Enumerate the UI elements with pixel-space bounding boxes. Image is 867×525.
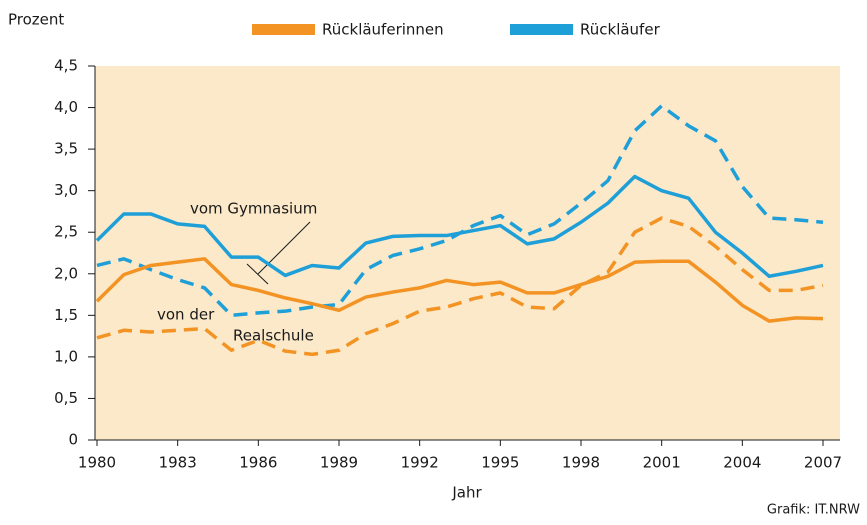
x-tick-label: 2007 [804, 454, 842, 472]
x-tick-label: 2001 [643, 454, 681, 472]
leader-line [246, 263, 269, 285]
y-tick-label: 0,5 [54, 389, 78, 407]
y-tick-label: 2,5 [54, 223, 78, 241]
y-axis-label: Prozent [8, 11, 64, 29]
x-tick-label: 2004 [723, 454, 761, 472]
x-tick-label: 1983 [159, 454, 197, 472]
x-tick-label: 1992 [401, 454, 439, 472]
y-tick-label: 3,0 [54, 181, 78, 199]
y-tick-label: 4,5 [54, 57, 78, 75]
data-line [96, 104, 824, 318]
x-tick-label: 1998 [562, 454, 600, 472]
x-tick-label: 1980 [78, 454, 116, 472]
legend-swatch [510, 24, 573, 35]
legend-label: Rückläuferinnen [322, 21, 444, 39]
data-line [96, 216, 824, 357]
x-tick-label: 1989 [320, 454, 358, 472]
plot-area [95, 66, 840, 440]
y-tick-label: 1,0 [54, 347, 78, 365]
annotation: von der [157, 306, 215, 324]
y-tick-label: 2,0 [54, 264, 78, 282]
legend-label: Rückläufer [580, 21, 661, 39]
y-tick-label: 1,5 [54, 306, 78, 324]
y-tick-label: 3,5 [54, 140, 78, 158]
source: Grafik: IT.NRW [767, 503, 860, 518]
annotation: Realschule [233, 327, 314, 345]
legend-swatch [252, 24, 315, 35]
x-axis-label: Jahr [451, 484, 482, 502]
data-line [95, 257, 824, 323]
y-tick-label: 4,0 [54, 98, 78, 116]
x-tick-label: 1986 [239, 454, 277, 472]
x-tick-label: 1995 [481, 454, 519, 472]
annotation: vom Gymnasium [190, 200, 317, 218]
leader-line [257, 221, 311, 275]
y-tick-label: 0 [68, 431, 78, 449]
